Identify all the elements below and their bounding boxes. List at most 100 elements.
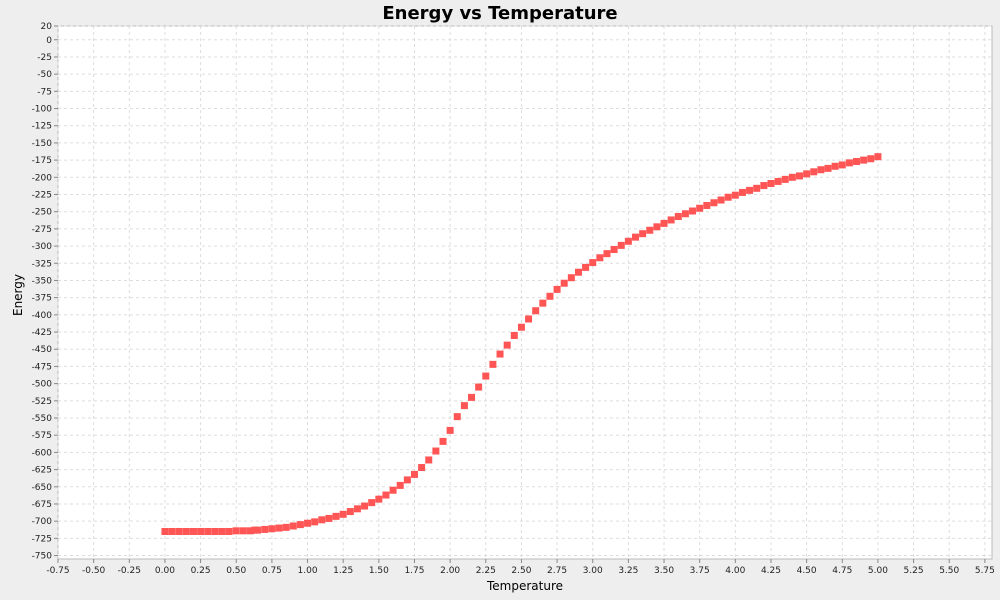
y-tick-label: -325	[32, 259, 52, 269]
y-tick-label: -550	[32, 414, 53, 424]
data-point	[396, 481, 404, 489]
x-tick-label: 2.50	[511, 566, 531, 576]
data-point	[681, 210, 689, 218]
x-tick-label: 3.25	[618, 566, 638, 576]
x-tick-label: 1.00	[298, 566, 318, 576]
y-tick-label: -300	[32, 242, 53, 252]
data-point	[831, 162, 839, 170]
data-point	[539, 299, 547, 307]
y-axis: 20 0 -25 -50 -75 -100 -125 -150 -175 -200 -225 -250…	[32, 22, 58, 562]
y-tick-label: 0	[46, 36, 52, 46]
y-tick-label: -50	[37, 70, 52, 80]
data-point	[617, 241, 625, 249]
y-axis-label: Energy	[11, 274, 25, 316]
data-point	[603, 250, 611, 258]
data-point	[753, 184, 761, 192]
y-tick-label: -125	[32, 122, 52, 132]
data-point	[232, 527, 240, 535]
data-point	[275, 524, 283, 532]
y-tick-label: -700	[32, 517, 53, 527]
data-point	[197, 527, 205, 535]
y-tick-label: -725	[32, 534, 52, 544]
data-point	[489, 360, 497, 368]
data-point	[439, 437, 447, 445]
data-point	[574, 268, 582, 276]
data-point	[874, 153, 882, 161]
x-tick-label: 0.00	[155, 566, 175, 576]
data-point	[746, 186, 754, 194]
x-tick-label: 5.00	[868, 566, 888, 576]
data-point	[803, 170, 811, 178]
data-point	[639, 230, 647, 238]
data-point	[546, 292, 554, 300]
data-point	[189, 527, 197, 535]
data-point	[453, 413, 461, 421]
data-point	[460, 402, 468, 410]
y-tick-label: -525	[32, 397, 52, 407]
data-point	[567, 274, 575, 282]
data-point	[510, 331, 518, 339]
data-point	[632, 233, 640, 241]
x-axis-label: Temperature	[486, 579, 563, 593]
data-point	[175, 527, 183, 535]
data-point	[339, 510, 347, 518]
data-point	[667, 216, 675, 224]
y-tick-label: -25	[37, 53, 52, 63]
data-point	[247, 527, 255, 535]
data-point	[867, 155, 875, 163]
y-tick-label: -475	[32, 362, 52, 372]
y-tick-label: -750	[32, 552, 53, 562]
data-point	[368, 499, 376, 507]
data-point	[446, 426, 454, 434]
x-tick-label: 4.25	[761, 566, 781, 576]
x-tick-label: 0.50	[226, 566, 246, 576]
x-tick-label: 4.75	[832, 566, 852, 576]
x-tick-label: 0.25	[191, 566, 211, 576]
y-tick-label: -75	[37, 87, 52, 97]
data-point	[738, 188, 746, 196]
data-point	[731, 191, 739, 199]
x-tick-label: -0.75	[46, 566, 69, 576]
data-point	[624, 237, 632, 245]
x-tick-label: -0.50	[82, 566, 106, 576]
x-tick-label: 1.75	[404, 566, 424, 576]
data-point	[717, 196, 725, 204]
y-tick-label: -175	[32, 156, 52, 166]
y-tick-label: -675	[32, 500, 52, 510]
data-point	[760, 182, 768, 190]
data-point	[853, 157, 861, 165]
data-point	[304, 519, 312, 527]
data-point	[674, 213, 682, 221]
y-tick-label: -650	[32, 483, 53, 493]
data-point	[503, 341, 511, 349]
x-tick-label: 2.75	[547, 566, 567, 576]
data-point	[282, 523, 290, 531]
x-tick-label: 4.50	[797, 566, 817, 576]
x-tick-label: 3.50	[654, 566, 674, 576]
data-point	[660, 219, 668, 227]
data-point	[710, 199, 718, 207]
data-point	[795, 172, 803, 180]
data-point	[788, 173, 796, 181]
data-point	[403, 476, 411, 484]
data-point	[182, 527, 190, 535]
data-point	[161, 527, 169, 535]
y-tick-label: -375	[32, 294, 52, 304]
data-point	[410, 470, 418, 478]
data-point	[845, 159, 853, 167]
data-point	[610, 246, 618, 254]
x-tick-label: 4.00	[725, 566, 745, 576]
data-point	[767, 179, 775, 187]
data-point	[332, 512, 340, 520]
y-tick-label: -150	[32, 139, 53, 149]
data-point	[560, 279, 568, 287]
data-point	[296, 521, 304, 529]
x-tick-label: 5.25	[904, 566, 924, 576]
data-point	[225, 527, 233, 535]
data-point	[582, 263, 590, 271]
data-point	[211, 527, 219, 535]
data-point	[468, 393, 476, 401]
y-tick-label: -600	[32, 448, 53, 458]
